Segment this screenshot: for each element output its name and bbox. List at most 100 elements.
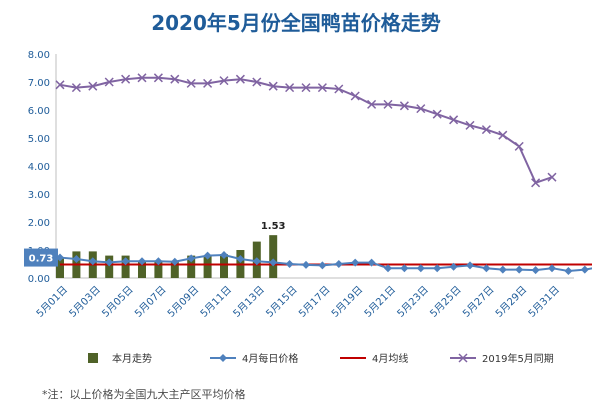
april-daily-point: [88, 257, 97, 266]
legend-label: 本月走势: [112, 352, 152, 365]
april-daily-point: [170, 257, 179, 266]
legend-label: 4月每日价格: [242, 352, 298, 365]
april-daily-point: [72, 254, 81, 263]
may-2019-point: [317, 83, 327, 93]
april-daily-point: [482, 264, 491, 273]
legend: 本月走势 4月每日价格 4月均线 2019年5月同期: [88, 352, 554, 365]
april-daily-point: [269, 258, 278, 267]
april-daily-point: [416, 264, 425, 273]
x-tick-label: 5月31日: [526, 284, 562, 320]
may-2019-point: [481, 125, 491, 135]
april-daily-point: [564, 267, 573, 275]
x-tick-label: 5月01日: [34, 284, 70, 320]
data-labels: 1.530.730.56: [24, 221, 286, 267]
bar: [56, 258, 64, 278]
may-2019-point: [170, 74, 180, 84]
may-2019-point: [334, 84, 344, 94]
bar-series: [56, 235, 278, 278]
april-daily-point: [318, 261, 327, 270]
bar: [187, 255, 196, 278]
y-tick-label: 2.00: [28, 218, 50, 229]
bar-max-label: 1.53: [261, 221, 286, 232]
x-tick-label: 5月11日: [198, 284, 234, 320]
bar: [154, 260, 163, 278]
april-daily-point: [449, 262, 458, 271]
may-2019-point: [55, 80, 65, 90]
legend-label: 2019年5月同期: [482, 352, 554, 365]
may-2019-point: [104, 77, 114, 87]
may-2019-point: [268, 81, 278, 91]
x-tick-label: 5月19日: [329, 284, 365, 320]
may-2019-point: [432, 109, 442, 119]
x-tick-label: 5月23日: [395, 284, 431, 320]
chart-title: 2020年5月份全国鸭苗价格走势: [151, 11, 441, 35]
april-daily-point: [498, 265, 507, 274]
chart-note: *注：以上价格为全国九大主产区平均价格: [42, 388, 246, 401]
y-tick-label: 4.00: [28, 162, 50, 173]
april-start-label: 0.73: [29, 254, 54, 265]
april-daily-point: [302, 260, 310, 269]
april-daily-point: [138, 257, 146, 266]
legend-swatch: [88, 353, 98, 363]
april-daily-point: [203, 251, 212, 260]
line-series: [55, 73, 592, 275]
y-tick-label: 0.00: [28, 274, 50, 285]
bar: [220, 254, 228, 278]
x-tick-label: 5月09日: [165, 284, 201, 320]
x-tick-label: 5月03日: [67, 284, 103, 320]
may-2019-point: [416, 104, 426, 114]
may-2019-point: [203, 78, 213, 88]
x-tick-label: 5月25日: [428, 284, 464, 320]
y-tick-label: 8.00: [28, 50, 50, 61]
may-2019-point: [547, 172, 557, 182]
x-axis: 5月01日5月03日5月05日5月07日5月09日5月11日5月13日5月15日…: [34, 277, 574, 320]
x-tick-label: 5月27日: [460, 284, 496, 320]
april-daily-point: [548, 264, 556, 273]
april-daily-point: [400, 264, 409, 273]
y-tick-label: 3.00: [28, 190, 50, 201]
april-daily-point: [367, 258, 376, 267]
april-daily-point: [236, 254, 245, 263]
may-2019-point: [137, 73, 147, 83]
april-daily-point: [154, 257, 163, 266]
y-tick-label: 5.00: [28, 134, 50, 145]
april-daily-point: [351, 258, 360, 267]
x-tick-label: 5月17日: [296, 284, 332, 320]
bar: [105, 255, 114, 278]
bar: [269, 235, 278, 278]
may-2019-point: [186, 78, 196, 88]
may-2019-point: [153, 73, 163, 83]
bar: [170, 261, 179, 278]
legend-label: 4月均线: [372, 352, 408, 365]
may-2019-point: [71, 83, 81, 93]
legend-marker: [458, 353, 468, 363]
april-daily-point: [187, 254, 196, 263]
may-2019-point: [88, 81, 98, 91]
x-tick-label: 5月15日: [264, 284, 300, 320]
may-2019-point: [367, 99, 377, 109]
april-daily-point: [466, 261, 474, 270]
may-2019-line: [59, 76, 553, 185]
april-daily-point: [105, 258, 114, 267]
april-daily-point: [580, 265, 589, 274]
april-daily-point: [121, 257, 130, 266]
x-tick-label: 5月07日: [132, 284, 168, 320]
april-daily-point: [433, 264, 442, 273]
april-start-label-box: [24, 248, 58, 267]
may-2019-point: [235, 74, 245, 84]
may-2019-point: [514, 141, 524, 151]
x-tick-label: 5月21日: [362, 284, 398, 320]
may-2019-point: [301, 83, 311, 93]
april-daily-point: [334, 260, 343, 268]
may-2019-point: [498, 130, 508, 140]
april-daily-point: [285, 260, 294, 268]
x-tick-label: 5月13日: [231, 284, 267, 320]
y-tick-label: 6.00: [28, 106, 50, 117]
may-2019-point: [252, 77, 262, 87]
bar: [121, 255, 130, 278]
bar: [138, 261, 146, 278]
may-2019-point: [219, 76, 229, 86]
may-2019-point: [121, 74, 131, 84]
legend-marker: [219, 354, 227, 362]
